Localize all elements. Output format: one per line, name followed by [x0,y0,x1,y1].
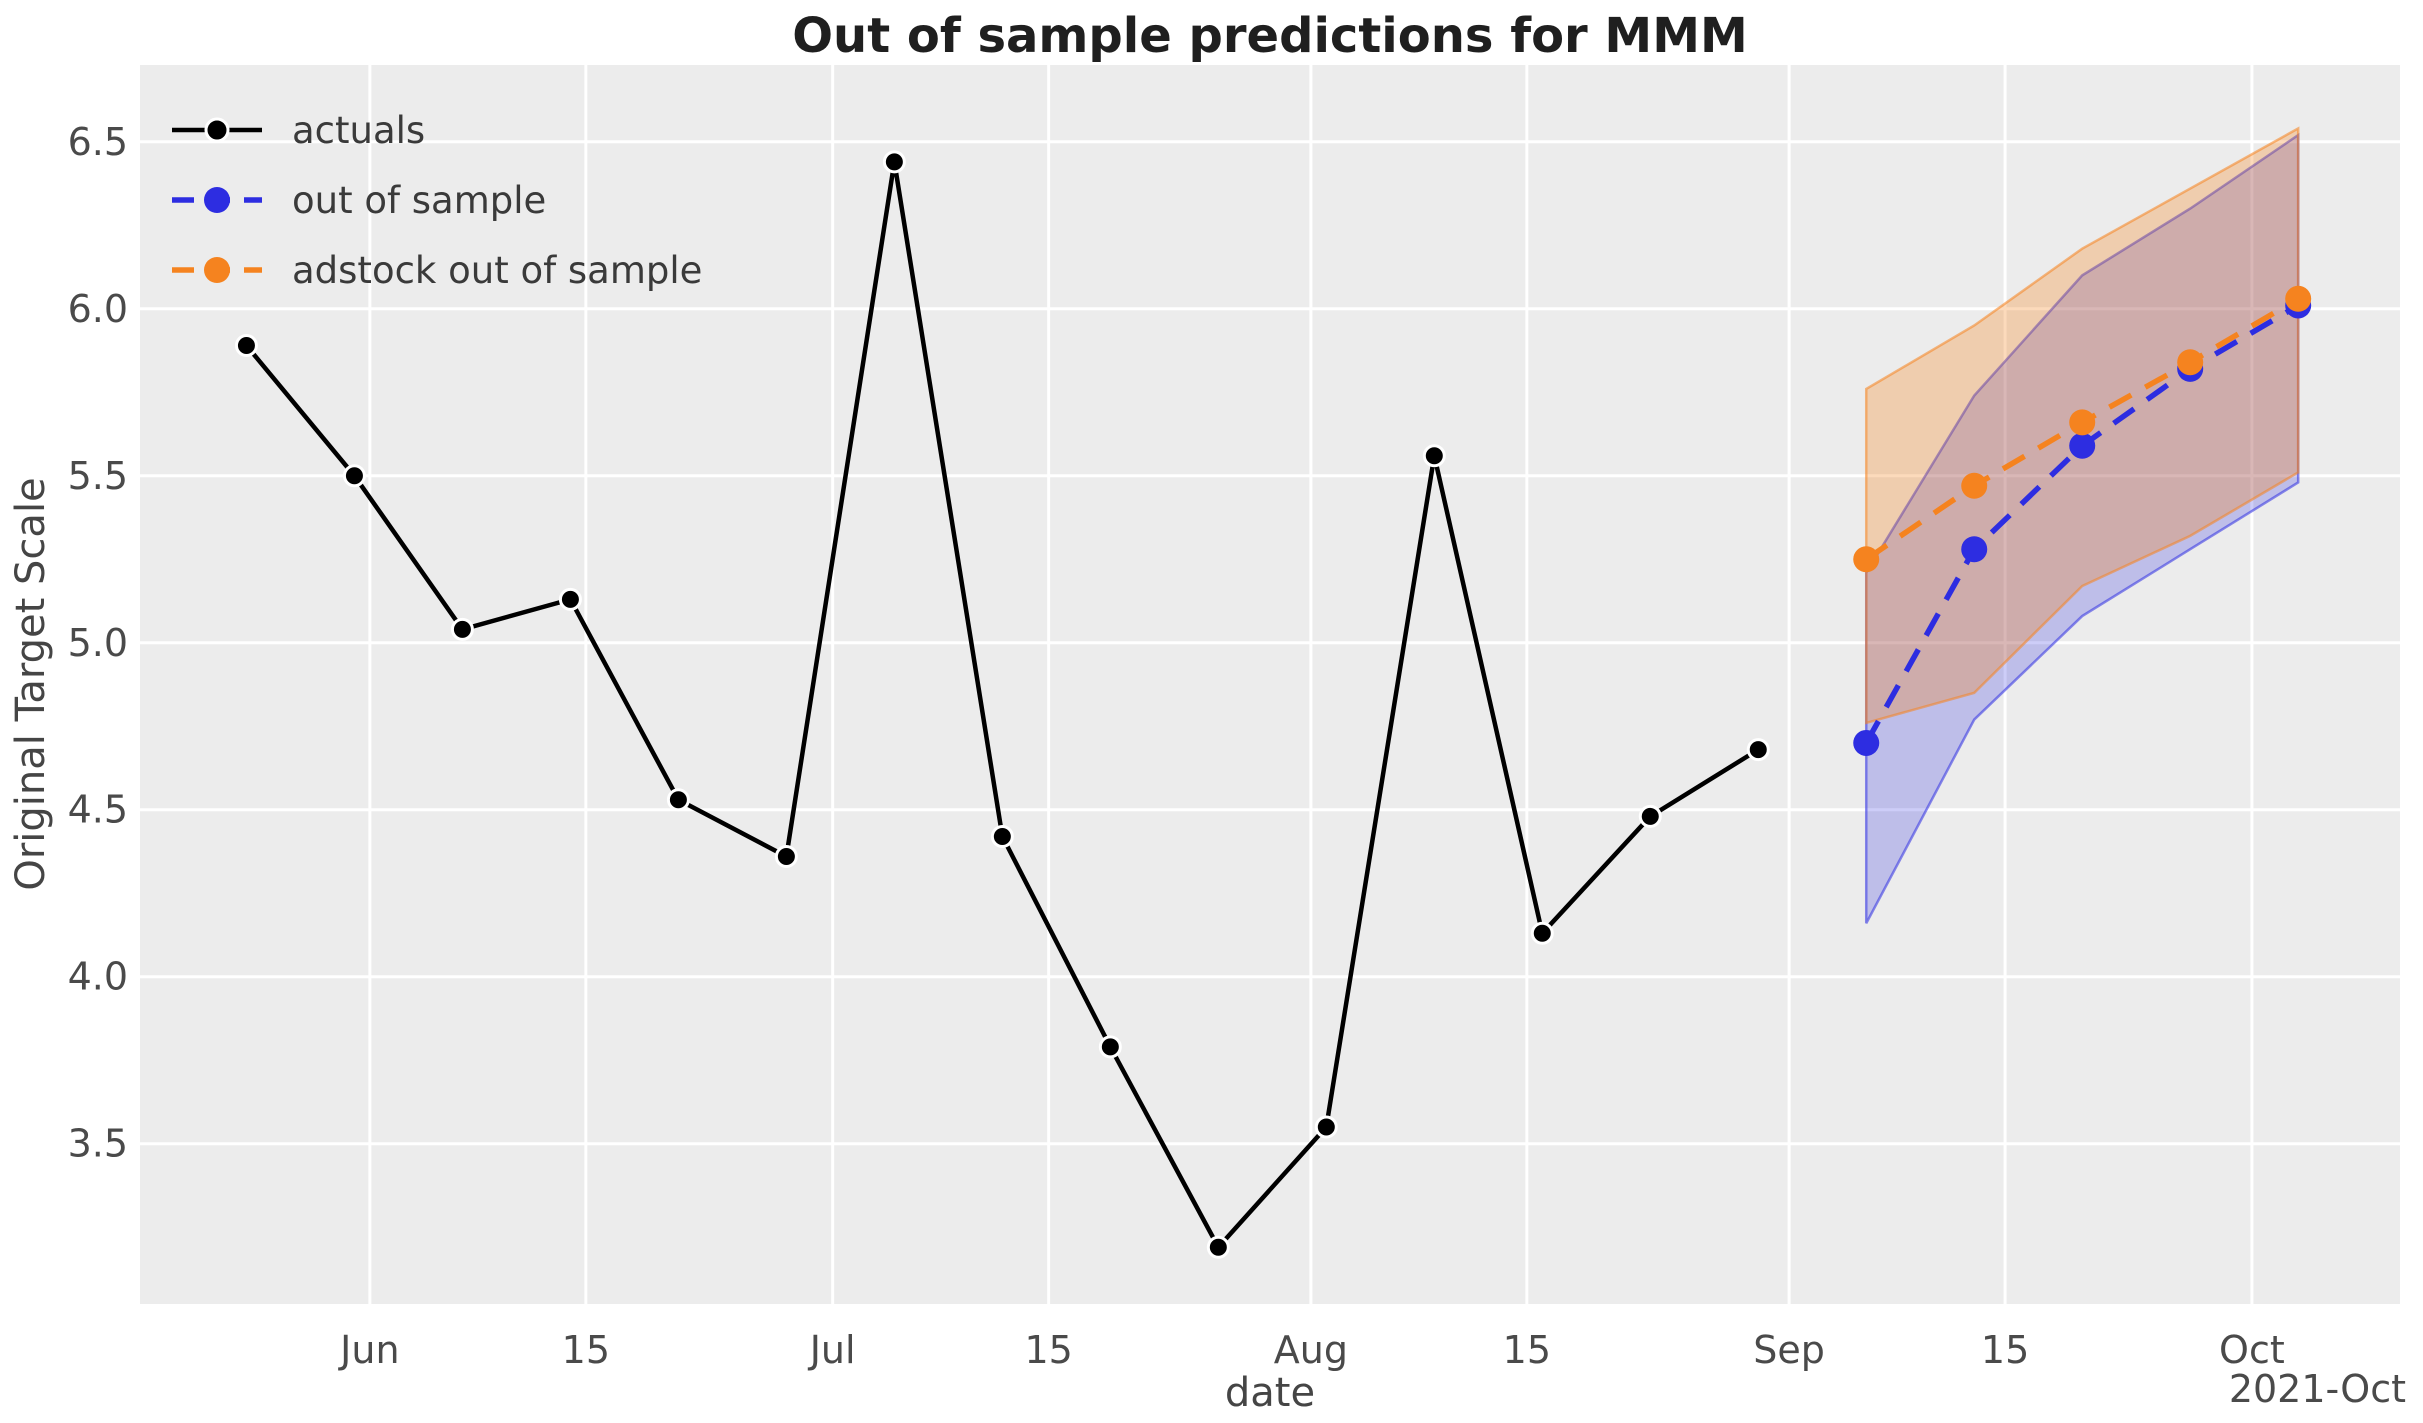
y-tick-label: 4.0 [68,955,128,999]
data-point-actuals [666,788,690,812]
legend-marker-adstock-out-of-sample [204,257,230,283]
x-tick-labels: Jun 15 Jul 15 Aug 15 Sep 15 Oct [338,1328,2285,1372]
legend-marker-actuals [204,117,230,143]
y-axis-label: Original Target Scale [8,477,54,890]
data-point-actuals [882,150,906,174]
data-point-actuals [990,824,1014,848]
legend-label-out-of-sample: out of sample [292,179,546,222]
x-tick-label: Sep [1753,1328,1825,1372]
x-tick-label: Jul [808,1328,856,1372]
data-point-out-of-sample [1961,536,1988,563]
data-point-actuals [1098,1035,1122,1059]
data-point-actuals [342,464,366,488]
data-point-out-of-sample [2069,432,2096,459]
data-point-actuals [1638,804,1662,828]
legend-item-adstock-out-of-sample: adstock out of sample [172,249,702,292]
data-point-adstock-out-of-sample [2069,409,2096,436]
x-tick-label: 15 [1981,1328,2029,1372]
legend-label-adstock-out-of-sample: adstock out of sample [292,249,702,292]
legend-item-out-of-sample: out of sample [172,179,546,222]
legend: actuals out of sample adstock out of sam… [172,109,702,292]
x-axis-offset-label: 2021-Oct [2229,1367,2406,1411]
y-tick-label: 6.5 [68,120,128,164]
legend-label-actuals: actuals [292,109,425,152]
y-tick-label: 6.0 [68,287,128,331]
data-point-actuals [1422,444,1446,468]
data-point-actuals [1206,1235,1230,1259]
plot-background [140,65,2400,1304]
data-point-actuals [558,587,582,611]
data-point-adstock-out-of-sample [1853,546,1880,573]
y-tick-label: 5.0 [68,621,128,665]
data-point-actuals [774,844,798,868]
data-point-actuals [1746,738,1770,762]
data-point-actuals [1314,1115,1338,1139]
data-point-adstock-out-of-sample [2177,349,2204,376]
series-lines [234,150,2312,1259]
data-point-actuals [1530,921,1554,945]
chart-title: Out of sample predictions for MMM [792,8,1747,64]
x-axis-label: date [1225,1370,1315,1416]
data-point-actuals [234,334,258,358]
data-point-adstock-out-of-sample [1961,472,1988,499]
x-tick-label: Jun [338,1328,399,1372]
y-tick-label: 3.5 [68,1122,128,1166]
legend-item-actuals: actuals [172,109,425,152]
x-tick-label: 15 [562,1328,610,1372]
confidence-band-out-of-sample [1864,132,2300,924]
gridlines [140,65,2400,1304]
x-tick-label: 15 [1024,1328,1072,1372]
data-point-adstock-out-of-sample [2285,285,2312,312]
y-tick-label: 5.5 [68,454,128,498]
data-point-out-of-sample [1853,729,1880,756]
x-tick-label: 15 [1503,1328,1551,1372]
legend-marker-out-of-sample [204,187,230,213]
y-tick-label: 4.5 [68,788,128,832]
data-point-actuals [450,617,474,641]
y-tick-labels: 3.5 4.0 4.5 5.0 5.5 6.0 6.5 [68,120,128,1166]
x-tick-label: Oct [2219,1328,2285,1372]
x-tick-label: Aug [1274,1328,1348,1372]
